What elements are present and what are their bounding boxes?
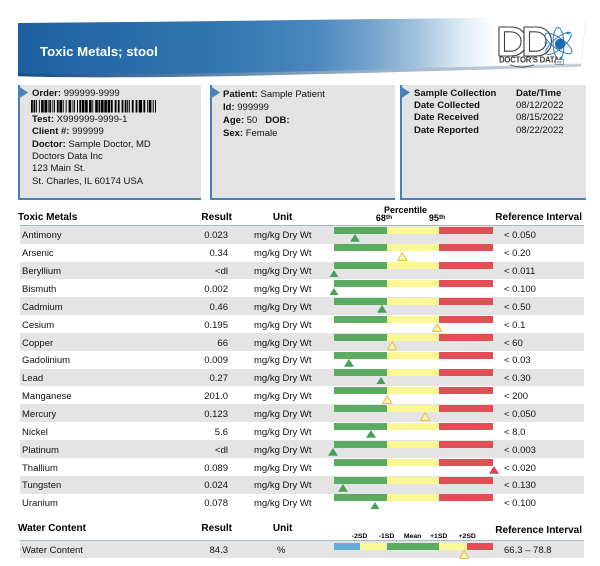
- svg-text:DOCTOR'S DATA: DOCTOR'S DATA: [499, 55, 560, 64]
- svg-text:inc: inc: [557, 60, 562, 65]
